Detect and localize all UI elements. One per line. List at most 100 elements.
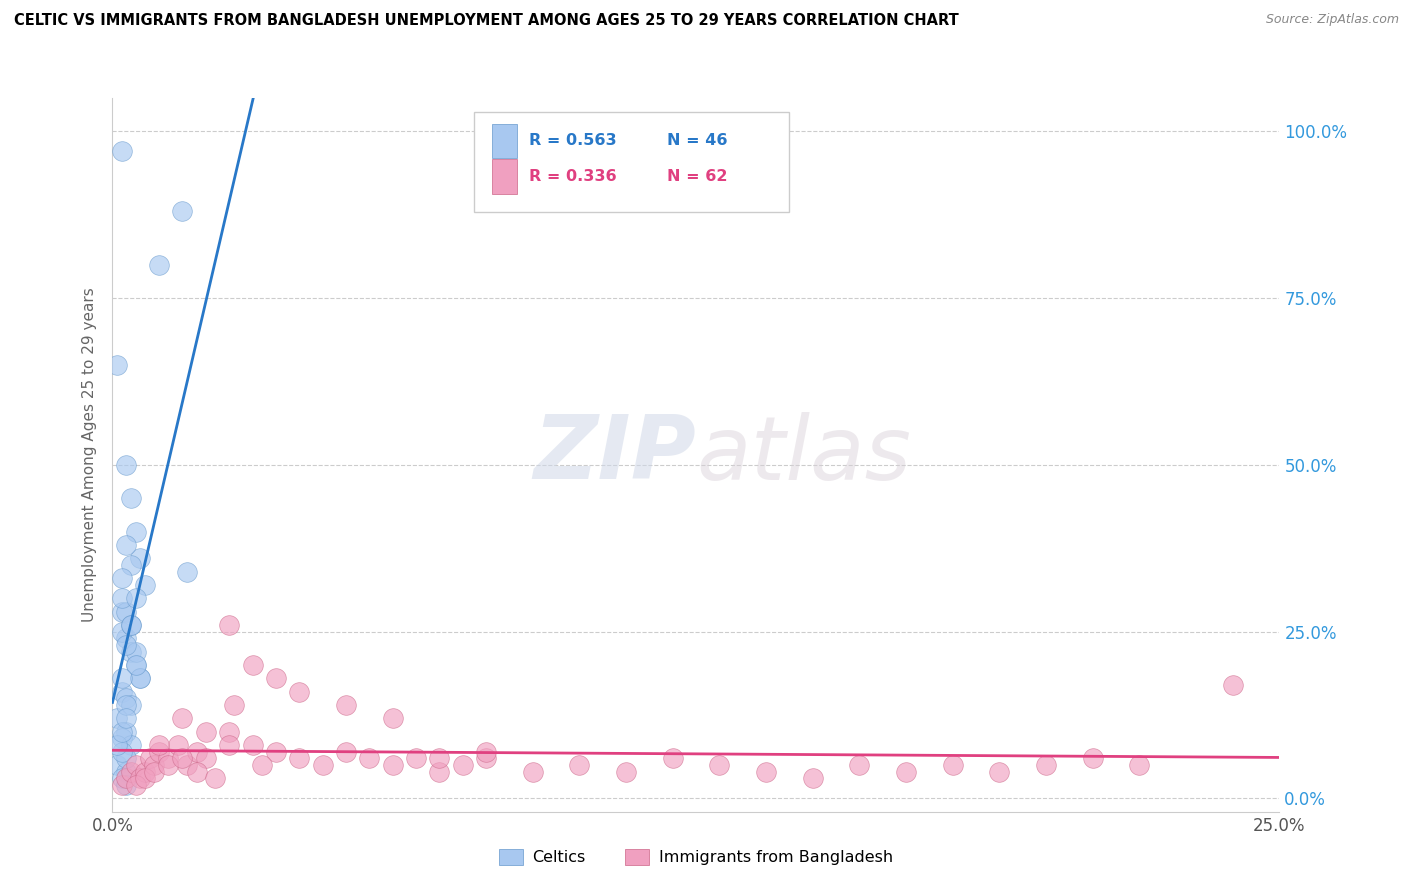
- Point: [250, 758, 273, 772]
- Text: N = 62: N = 62: [666, 169, 727, 184]
- Point: [614, 764, 637, 779]
- Point: [115, 632, 138, 646]
- Point: [1128, 758, 1150, 772]
- Point: [451, 758, 474, 772]
- Point: [172, 711, 194, 725]
- Point: [359, 751, 381, 765]
- Point: [148, 738, 170, 752]
- Point: [186, 745, 208, 759]
- Point: [120, 738, 142, 752]
- Text: Source: ZipAtlas.com: Source: ZipAtlas.com: [1265, 13, 1399, 27]
- Point: [115, 638, 138, 652]
- Point: [111, 571, 134, 585]
- Point: [848, 758, 870, 772]
- Point: [157, 751, 180, 765]
- Point: [115, 538, 138, 552]
- Point: [134, 578, 156, 592]
- Point: [125, 591, 148, 606]
- Point: [264, 671, 287, 685]
- Point: [105, 738, 128, 752]
- Point: [125, 524, 148, 539]
- Text: R = 0.563: R = 0.563: [529, 134, 617, 148]
- Point: [139, 751, 162, 765]
- Point: [218, 618, 240, 632]
- Point: [115, 751, 138, 765]
- FancyBboxPatch shape: [474, 112, 789, 212]
- Point: [125, 658, 148, 673]
- Point: [1081, 751, 1104, 765]
- Point: [176, 758, 198, 772]
- Point: [129, 671, 152, 685]
- Point: [242, 658, 264, 673]
- Point: [129, 772, 152, 786]
- Point: [194, 751, 217, 765]
- Point: [427, 764, 450, 779]
- Point: [709, 758, 731, 772]
- Point: [148, 258, 170, 272]
- Point: [111, 145, 134, 159]
- Point: [125, 758, 148, 772]
- Point: [134, 772, 156, 786]
- Point: [105, 758, 128, 772]
- Point: [129, 671, 152, 685]
- Point: [125, 778, 148, 792]
- Point: [988, 764, 1011, 779]
- Point: [120, 618, 142, 632]
- Point: [475, 745, 498, 759]
- Point: [143, 764, 166, 779]
- Point: [755, 764, 778, 779]
- Point: [194, 724, 217, 739]
- Point: [111, 671, 134, 685]
- Point: [120, 645, 142, 659]
- Text: N = 46: N = 46: [666, 134, 727, 148]
- Legend: Celtics, Immigrants from Bangladesh: Celtics, Immigrants from Bangladesh: [492, 842, 900, 871]
- Text: ZIP: ZIP: [533, 411, 696, 499]
- Point: [120, 764, 142, 779]
- Point: [204, 772, 226, 786]
- Y-axis label: Unemployment Among Ages 25 to 29 years: Unemployment Among Ages 25 to 29 years: [82, 287, 97, 623]
- Point: [942, 758, 965, 772]
- Point: [288, 684, 311, 698]
- Text: R = 0.336: R = 0.336: [529, 169, 617, 184]
- Point: [381, 758, 404, 772]
- Point: [288, 751, 311, 765]
- Text: CELTIC VS IMMIGRANTS FROM BANGLADESH UNEMPLOYMENT AMONG AGES 25 TO 29 YEARS CORR: CELTIC VS IMMIGRANTS FROM BANGLADESH UNE…: [14, 13, 959, 29]
- Point: [111, 684, 134, 698]
- Point: [894, 764, 917, 779]
- Point: [115, 691, 138, 706]
- Point: [115, 764, 138, 779]
- Point: [661, 751, 683, 765]
- Point: [115, 772, 138, 786]
- Point: [115, 711, 138, 725]
- Point: [264, 745, 287, 759]
- Point: [105, 358, 128, 372]
- Point: [1222, 678, 1244, 692]
- Point: [218, 724, 240, 739]
- Point: [111, 591, 134, 606]
- Point: [222, 698, 245, 712]
- Point: [115, 458, 138, 472]
- Point: [801, 772, 824, 786]
- Point: [111, 724, 134, 739]
- Point: [311, 758, 333, 772]
- Point: [405, 751, 427, 765]
- Point: [172, 204, 194, 219]
- Point: [111, 731, 134, 746]
- Text: atlas: atlas: [696, 412, 911, 498]
- Point: [115, 724, 138, 739]
- Point: [115, 698, 138, 712]
- Point: [143, 758, 166, 772]
- Point: [111, 624, 134, 639]
- Point: [115, 778, 138, 792]
- Point: [129, 551, 152, 566]
- Point: [1035, 758, 1057, 772]
- Point: [186, 764, 208, 779]
- Point: [120, 618, 142, 632]
- Point: [120, 698, 142, 712]
- Point: [105, 711, 128, 725]
- Point: [134, 764, 156, 779]
- FancyBboxPatch shape: [492, 160, 517, 194]
- Point: [125, 645, 148, 659]
- Point: [335, 745, 357, 759]
- Point: [125, 658, 148, 673]
